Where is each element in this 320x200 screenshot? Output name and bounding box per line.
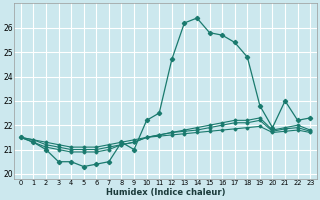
X-axis label: Humidex (Indice chaleur): Humidex (Indice chaleur) [106,188,225,197]
